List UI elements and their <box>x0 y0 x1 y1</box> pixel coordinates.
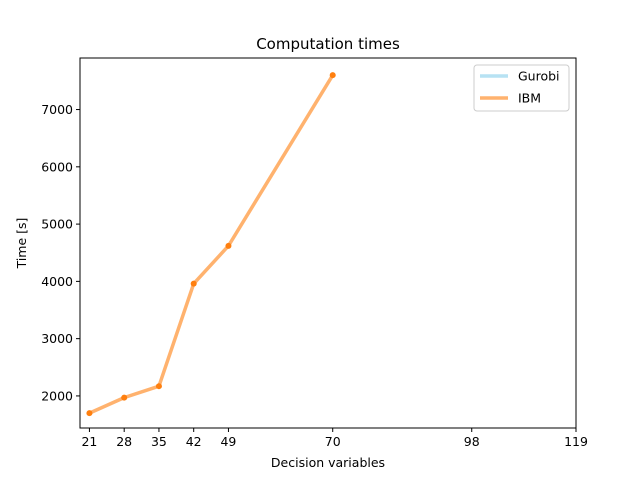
data-point <box>155 383 162 390</box>
legend-label: Gurobi <box>518 69 560 84</box>
data-point <box>225 242 232 249</box>
y-tick-label: 2000 <box>41 388 73 403</box>
plot-area <box>79 57 577 429</box>
series-layer <box>86 72 336 417</box>
x-axis: 21 28 35 42 49 70 98 119 <box>81 428 588 449</box>
legend-label: IBM <box>518 91 541 106</box>
x-tick-label: 21 <box>81 434 97 449</box>
x-tick-label: 42 <box>186 434 202 449</box>
legend-entries: Gurobi IBM <box>480 69 560 106</box>
chart-title: Computation times <box>256 35 400 53</box>
x-tick-label: 70 <box>325 434 341 449</box>
data-point <box>190 280 197 287</box>
data-point <box>329 72 336 79</box>
y-tick-label: 7000 <box>41 102 73 117</box>
y-axis: 2000 3000 4000 5000 6000 7000 <box>41 102 80 403</box>
data-point <box>121 394 128 401</box>
y-tick-label: 6000 <box>41 159 73 174</box>
x-tick-label: 35 <box>151 434 167 449</box>
y-tick-label: 3000 <box>41 331 73 346</box>
y-tick-label: 4000 <box>41 274 73 289</box>
series-line-ibm <box>87 73 335 415</box>
y-axis-label: Time [s] <box>14 218 29 270</box>
x-tick-label: 28 <box>116 434 132 449</box>
legend: Gurobi IBM <box>473 64 570 112</box>
data-point <box>86 410 93 417</box>
x-axis-label: Decision variables <box>271 455 385 470</box>
y-tick-label: 5000 <box>41 217 73 232</box>
x-tick-label: 49 <box>220 434 236 449</box>
axes-background <box>80 58 576 428</box>
axes-frame <box>79 57 577 429</box>
x-tick-label: 119 <box>564 434 588 449</box>
x-tick-label: 98 <box>464 434 480 449</box>
